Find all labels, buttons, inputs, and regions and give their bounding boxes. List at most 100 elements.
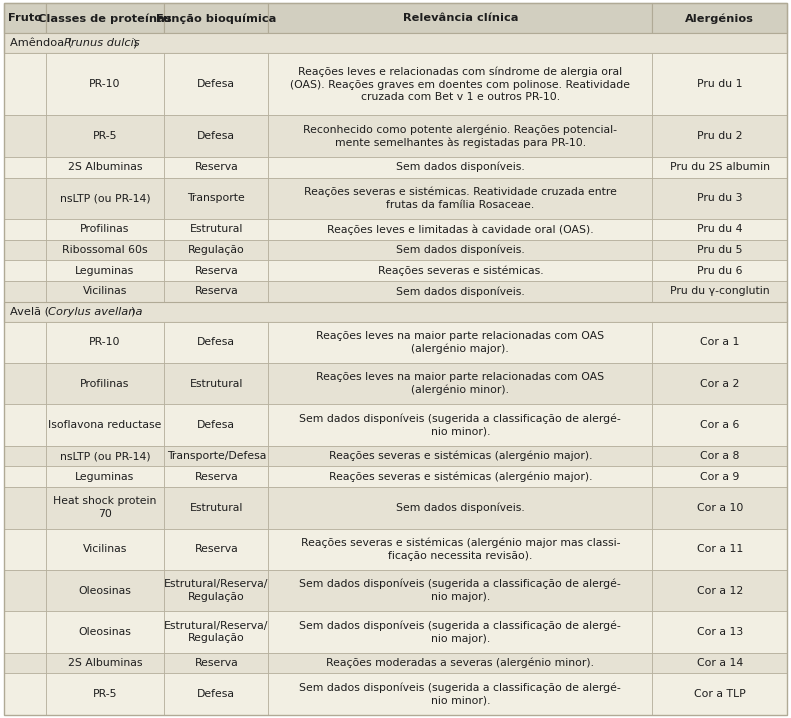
Bar [4, 302, 787, 322]
Text: 2S Albuminas: 2S Albuminas [68, 658, 142, 668]
Text: Reações severas e sistémicas.: Reações severas e sistémicas. [377, 266, 543, 276]
Bar [165, 570, 268, 611]
Text: Reações leves na maior parte relacionadas com OAS
(alergénio minor).: Reações leves na maior parte relacionada… [316, 372, 604, 396]
Bar [268, 261, 653, 281]
Text: Reserva: Reserva [195, 544, 238, 554]
Text: Reações leves na maior parte relacionadas com OAS
(alergénio major).: Reações leves na maior parte relacionada… [316, 330, 604, 354]
Text: Cor a 6: Cor a 6 [700, 420, 740, 430]
Bar [653, 653, 787, 673]
Text: Vicilinas: Vicilinas [83, 544, 127, 554]
Bar [46, 467, 165, 487]
Bar [653, 611, 787, 653]
Bar [4, 177, 46, 219]
Bar [268, 322, 653, 363]
Text: Heat shock protein
70: Heat shock protein 70 [53, 496, 157, 519]
Bar [165, 528, 268, 570]
Bar [4, 3, 46, 34]
Text: Cor a 10: Cor a 10 [697, 503, 743, 513]
Text: Reserva: Reserva [195, 286, 238, 297]
Text: Cor a 1: Cor a 1 [700, 337, 740, 348]
Bar [268, 116, 653, 157]
Text: Cor a 13: Cor a 13 [697, 627, 743, 637]
Bar [268, 487, 653, 528]
Text: Cor a TLP: Cor a TLP [694, 689, 746, 699]
Bar [4, 467, 46, 487]
Bar [4, 240, 46, 261]
Text: Profilinas: Profilinas [80, 224, 130, 234]
Bar [268, 157, 653, 177]
Bar [268, 281, 653, 302]
Bar [268, 570, 653, 611]
Bar [268, 240, 653, 261]
Text: PR-10: PR-10 [89, 337, 121, 348]
Text: Defesa: Defesa [197, 420, 236, 430]
Bar [653, 446, 787, 467]
Bar [653, 261, 787, 281]
Bar [653, 487, 787, 528]
Text: Isoflavona reductase: Isoflavona reductase [48, 420, 161, 430]
Bar [268, 363, 653, 404]
Bar [46, 611, 165, 653]
Text: Pru du 3: Pru du 3 [697, 193, 743, 203]
Bar [46, 116, 165, 157]
Text: Estrutural: Estrutural [190, 224, 243, 234]
Text: Prunus dulcis: Prunus dulcis [64, 38, 140, 48]
Text: Pru du 1: Pru du 1 [697, 80, 743, 89]
Bar [4, 116, 46, 157]
Bar [46, 177, 165, 219]
Bar [4, 34, 787, 53]
Text: Fruto: Fruto [8, 14, 42, 23]
Bar [268, 446, 653, 467]
Bar [4, 653, 46, 673]
Bar [268, 53, 653, 116]
Text: PR-5: PR-5 [93, 689, 117, 699]
Bar [165, 487, 268, 528]
Text: Corylus avellana: Corylus avellana [48, 307, 142, 317]
Bar [653, 219, 787, 240]
Bar [4, 53, 46, 116]
Text: ): ) [130, 307, 134, 317]
Bar [268, 653, 653, 673]
Bar [653, 157, 787, 177]
Bar [165, 281, 268, 302]
Text: Defesa: Defesa [197, 337, 236, 348]
Text: Reações severas e sistémicas. Reatividade cruzada entre
frutas da família Rosace: Reações severas e sistémicas. Reatividad… [304, 187, 617, 210]
Bar [165, 157, 268, 177]
Text: Pru du 2S albumin: Pru du 2S albumin [670, 162, 770, 172]
Bar [268, 3, 653, 34]
Text: Reações moderadas a severas (alergénio minor).: Reações moderadas a severas (alergénio m… [327, 658, 594, 668]
Text: Transporte: Transporte [187, 193, 245, 203]
Text: Amêndoa (: Amêndoa ( [10, 38, 72, 48]
Bar [4, 281, 46, 302]
Bar [653, 467, 787, 487]
Text: Estrutural/Reserva/
Regulação: Estrutural/Reserva/ Regulação [165, 620, 268, 643]
Bar [4, 611, 46, 653]
Text: Cor a 9: Cor a 9 [700, 472, 740, 482]
Text: Defesa: Defesa [197, 80, 236, 89]
Text: Sem dados disponíveis.: Sem dados disponíveis. [396, 245, 524, 255]
Bar [653, 528, 787, 570]
Bar [268, 177, 653, 219]
Bar [653, 177, 787, 219]
Bar [4, 570, 46, 611]
Bar [46, 261, 165, 281]
Bar [165, 673, 268, 715]
Text: Reserva: Reserva [195, 162, 238, 172]
Bar [46, 322, 165, 363]
Text: Reserva: Reserva [195, 472, 238, 482]
Text: Vicilinas: Vicilinas [83, 286, 127, 297]
Text: Sem dados disponíveis.: Sem dados disponíveis. [396, 286, 524, 297]
Text: nsLTP (ou PR-14): nsLTP (ou PR-14) [59, 451, 150, 461]
Bar [4, 322, 46, 363]
Bar [4, 219, 46, 240]
Text: Estrutural/Reserva/
Regulação: Estrutural/Reserva/ Regulação [165, 579, 268, 602]
Text: Sem dados disponíveis (sugerida a classificação de alergé-
nio minor).: Sem dados disponíveis (sugerida a classi… [300, 414, 621, 437]
Bar [268, 611, 653, 653]
Text: Alergénios: Alergénios [685, 13, 754, 24]
Bar [165, 240, 268, 261]
Bar [653, 3, 787, 34]
Bar [165, 177, 268, 219]
Bar [4, 673, 46, 715]
Text: Estrutural: Estrutural [190, 378, 243, 388]
Bar [165, 3, 268, 34]
